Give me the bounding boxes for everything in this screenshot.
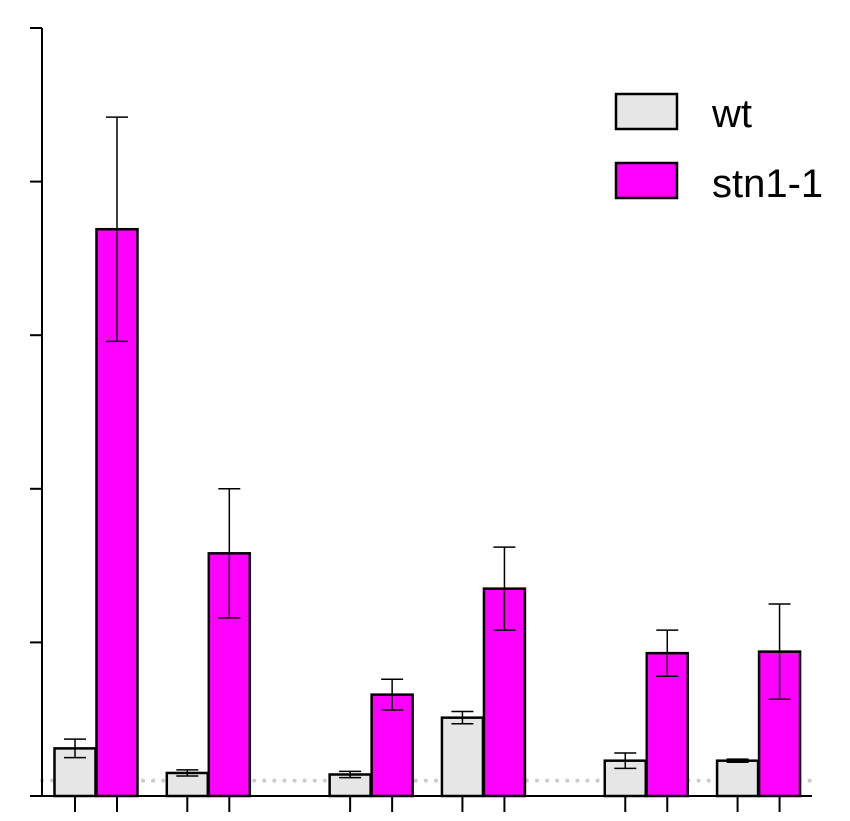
legend-label-stn1-1: stn1-1 — [712, 162, 823, 206]
legend-swatch-stn1-1 — [614, 161, 679, 200]
bars-layer — [53, 227, 802, 798]
legend-swatch-wt — [614, 92, 679, 131]
legend: wt stn1-1 — [614, 92, 823, 206]
bar-wt-6 — [715, 759, 760, 798]
axes — [30, 27, 812, 812]
bar-wt-4 — [440, 716, 485, 798]
legend-label-wt: wt — [711, 92, 752, 136]
error-bars-layer — [64, 116, 791, 779]
